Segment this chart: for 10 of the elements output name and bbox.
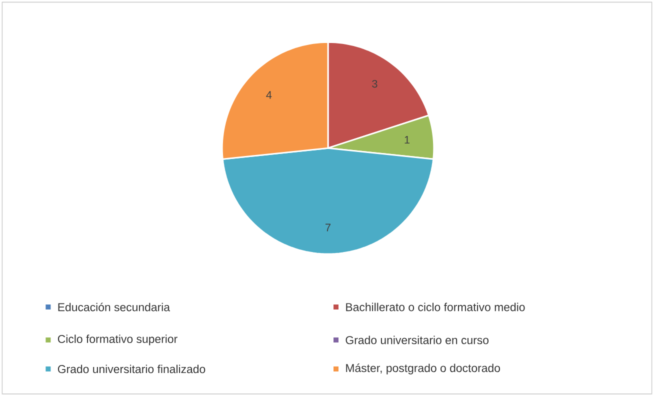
data-label: 4: [266, 91, 272, 99]
data-label: 7: [326, 224, 331, 232]
legend-label: Grado universitario en curso: [346, 336, 489, 344]
legend-label: Máster, postgrado o doctorado: [346, 363, 500, 374]
data-label: 3: [372, 80, 378, 88]
legend-label: Ciclo formativo superior: [58, 334, 178, 346]
legend-label: Educación secundaria: [58, 302, 170, 312]
data-label: 1: [404, 136, 410, 144]
legend-label: Bachillerato o ciclo formativo medio: [346, 302, 525, 312]
legend-label: Grado universitario finalizado: [58, 364, 206, 374]
